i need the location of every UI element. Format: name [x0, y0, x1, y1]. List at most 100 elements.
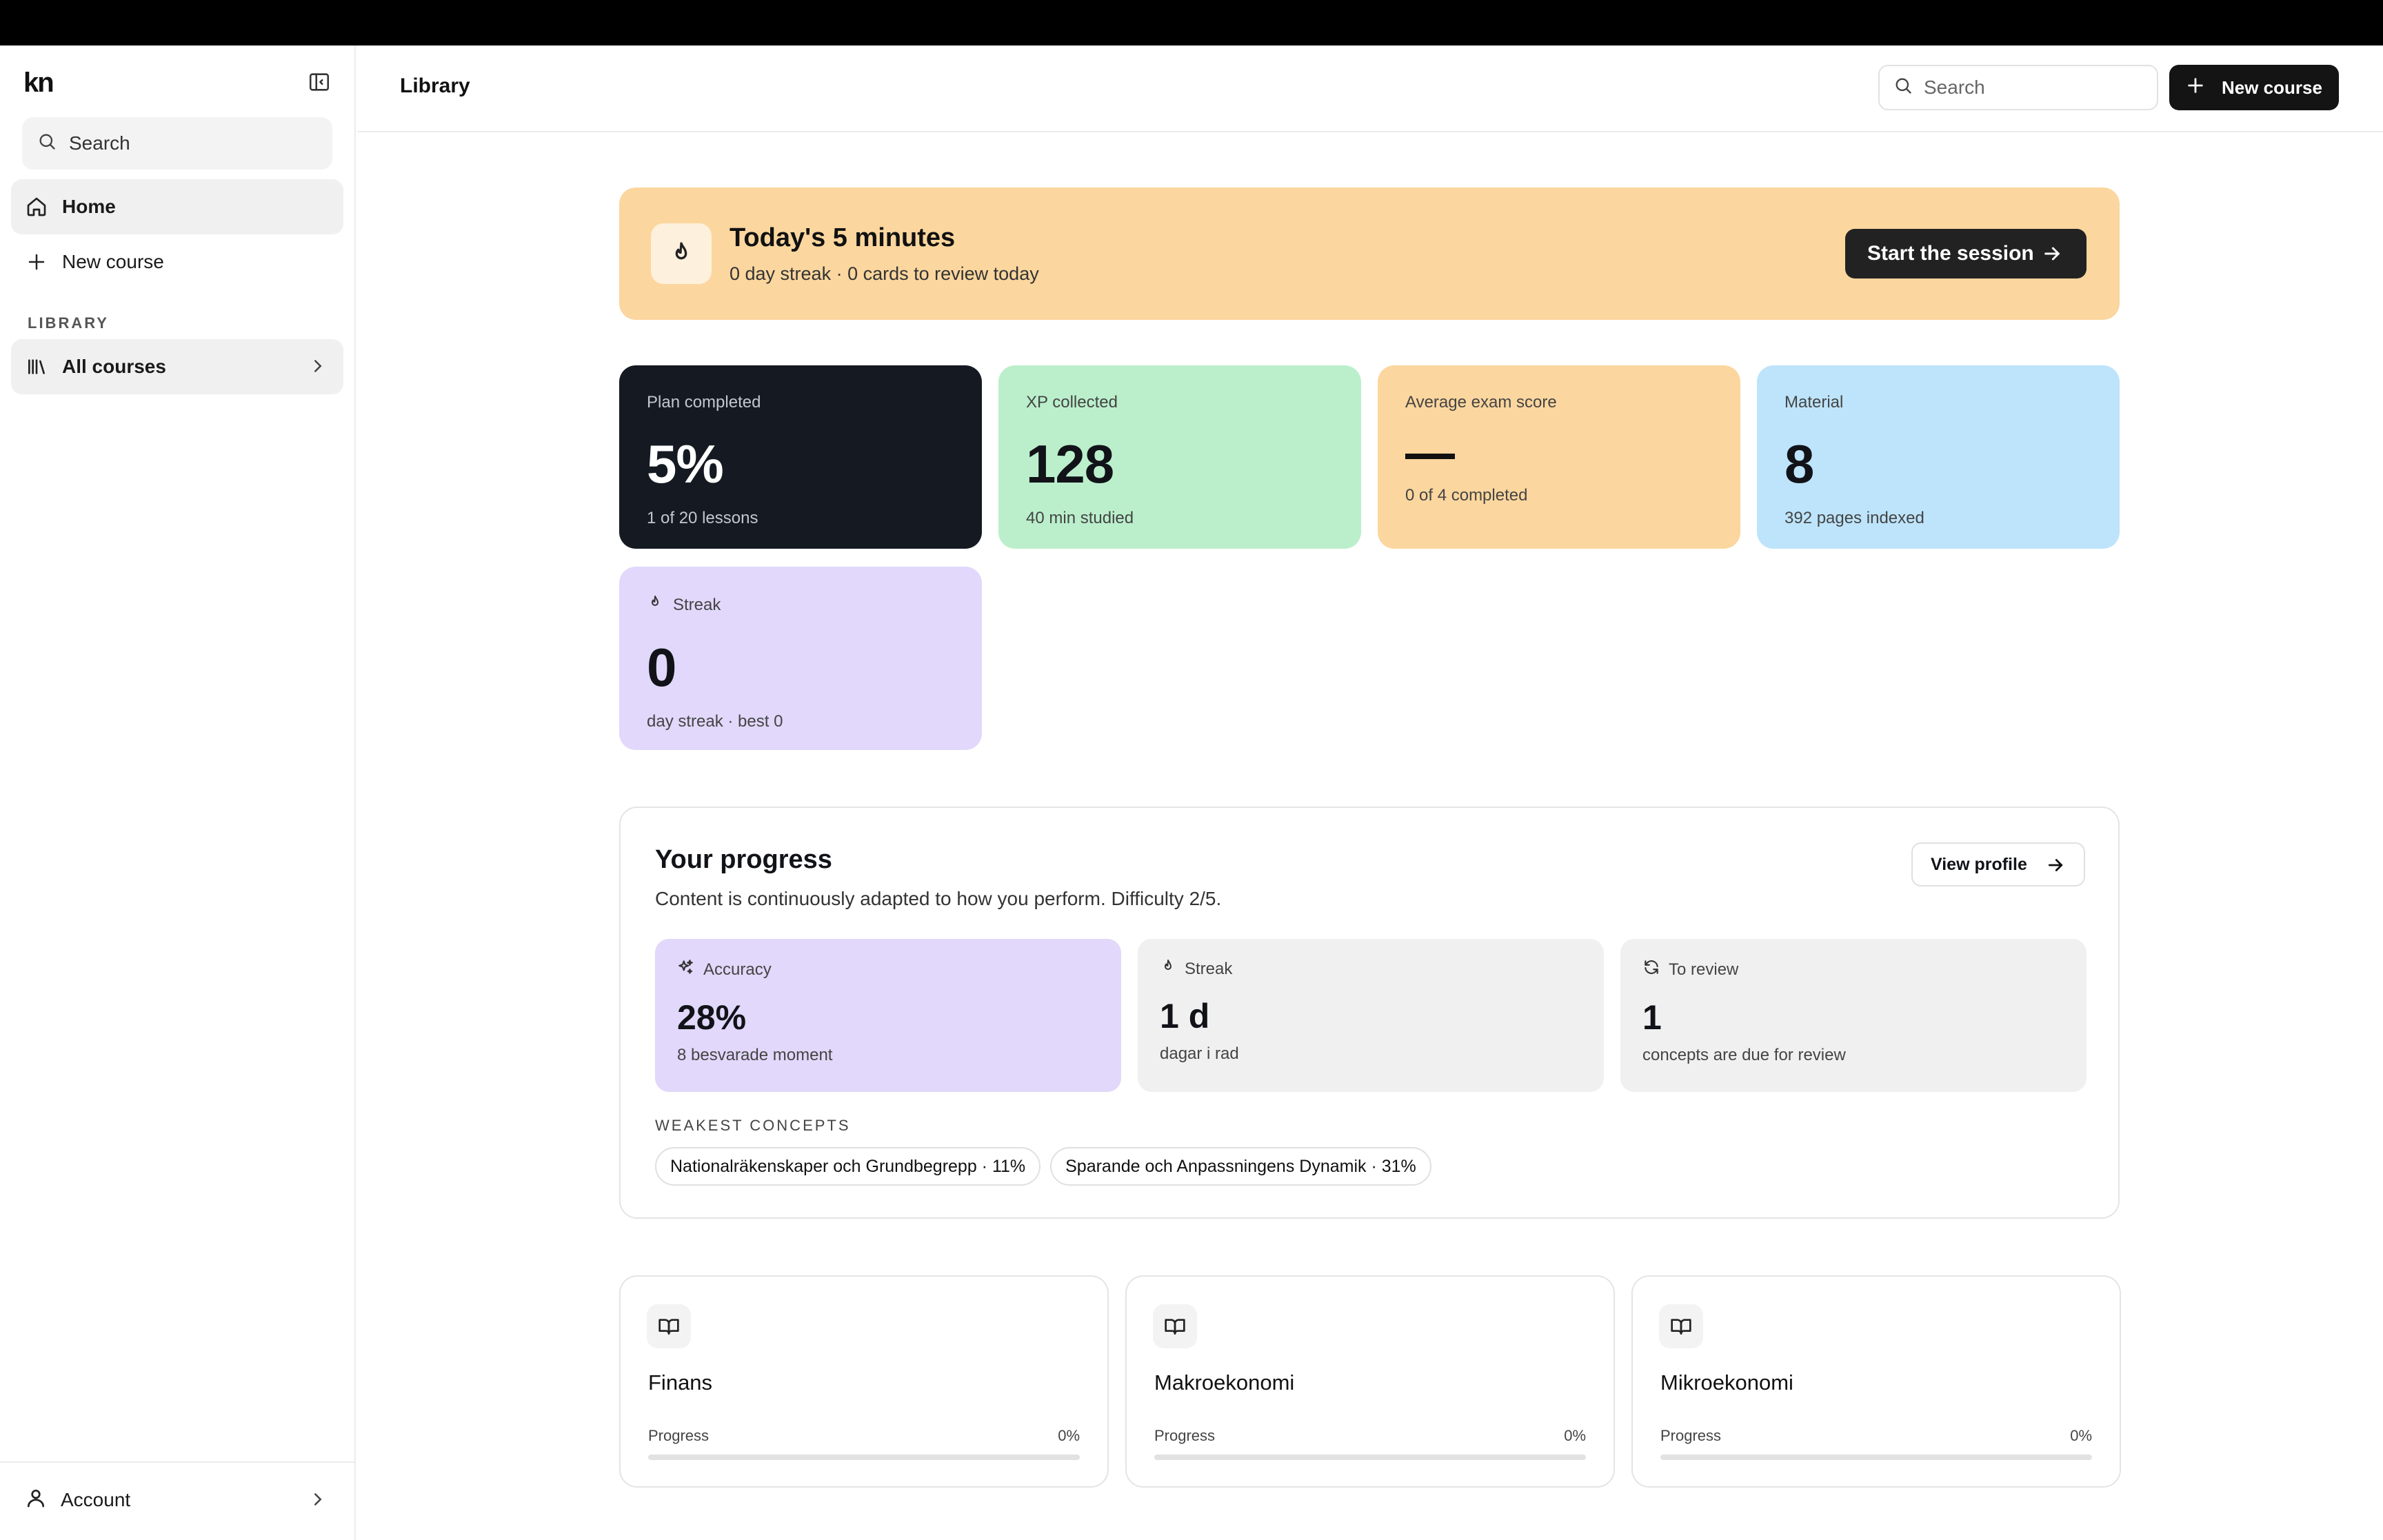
course-title: Finans	[648, 1370, 713, 1395]
window-top-bar	[0, 0, 2383, 45]
search-icon	[37, 132, 57, 156]
course-title: Makroekonomi	[1154, 1370, 1295, 1395]
sidebar-item-label: Home	[62, 196, 116, 217]
course-card[interactable]: Mikroekonomi Progress 0%	[1631, 1275, 2121, 1488]
progress-value: 0%	[2070, 1427, 2092, 1444]
book-open-icon	[1659, 1304, 1703, 1348]
flame-icon	[647, 594, 663, 616]
book-open-icon	[647, 1304, 691, 1348]
weakest-concepts-list: Nationalräkenskaper och Grundbegrepp · 1…	[655, 1147, 1431, 1186]
arrow-right-icon	[2045, 855, 2066, 880]
stat-label: Plan completed	[647, 393, 761, 412]
weakest-concepts-label: WEAKEST CONCEPTS	[655, 1117, 851, 1134]
progress-label: Progress	[1154, 1427, 1216, 1444]
sidebar-search-placeholder: Search	[69, 132, 130, 154]
sidebar-divider	[0, 1461, 354, 1463]
stat-sub: 1 of 20 lessons	[647, 509, 758, 527]
flame-icon	[1160, 958, 1176, 980]
start-session-label: Start the session	[1867, 242, 2034, 265]
plus-icon	[25, 250, 48, 274]
stat-label: Material	[1784, 393, 1844, 412]
mini-sub: dagar i rad	[1160, 1044, 1239, 1063]
start-session-button[interactable]: Start the session	[1845, 229, 2087, 278]
concept-chip[interactable]: Nationalräkenskaper och Grundbegrepp · 1…	[655, 1147, 1041, 1186]
view-profile-label: View profile	[1931, 854, 2027, 874]
arrow-right-icon	[2041, 243, 2063, 270]
app-logo[interactable]: kn	[23, 68, 54, 98]
average-exam-score-card[interactable]: Average exam score 0 of 4 completed	[1378, 365, 1740, 549]
view-profile-button[interactable]: View profile	[1911, 842, 2085, 886]
mini-value: 1 d	[1160, 997, 1210, 1035]
progress-value: 0%	[1564, 1427, 1586, 1444]
progress-title: Your progress	[655, 845, 832, 874]
refresh-icon	[1642, 958, 1660, 981]
progress-bar	[1660, 1455, 2092, 1460]
header-search-input[interactable]: Search	[1878, 65, 2158, 110]
your-progress-panel: Your progress Content is continuously ad…	[619, 807, 2120, 1219]
stat-sub: day streak · best 0	[647, 712, 783, 731]
account-label: Account	[61, 1489, 131, 1510]
xp-collected-card[interactable]: XP collected 128 40 min studied	[998, 365, 1361, 549]
user-icon	[25, 1487, 47, 1514]
daily-session-banner: Today's 5 minutes 0 day streak · 0 cards…	[619, 188, 2120, 320]
mini-value: 1	[1642, 998, 1662, 1037]
chevron-right-icon	[308, 356, 328, 381]
home-icon	[25, 195, 48, 219]
stat-label: XP collected	[1026, 393, 1118, 412]
sidebar: kn Search Home New course LIBRARY All co…	[0, 45, 356, 1540]
progress-bar	[648, 1455, 1080, 1460]
mini-value: 28%	[677, 998, 747, 1037]
sidebar-item-home[interactable]: Home	[11, 179, 343, 234]
banner-title: Today's 5 minutes	[730, 223, 956, 252]
stat-value: 8	[1784, 434, 1814, 494]
course-title: Mikroekonomi	[1660, 1370, 1793, 1395]
banner-subtitle: 0 day streak · 0 cards to review today	[730, 263, 1039, 284]
page-title: Library	[400, 74, 470, 97]
mini-label: To review	[1669, 960, 1739, 979]
library-section-label: LIBRARY	[28, 314, 109, 332]
plus-icon	[2186, 76, 2205, 100]
progress-subtitle: Content is continuously adapted to how y…	[655, 888, 1222, 909]
page-header: Library Search New course	[357, 45, 2383, 132]
sidebar-item-new-course[interactable]: New course	[11, 234, 343, 290]
sidebar-item-all-courses[interactable]: All courses	[11, 339, 343, 394]
course-card[interactable]: Makroekonomi Progress 0%	[1125, 1275, 1615, 1488]
progress-label: Progress	[648, 1427, 710, 1444]
book-open-icon	[1153, 1304, 1197, 1348]
stat-label: Average exam score	[1405, 393, 1557, 412]
new-course-label: New course	[2222, 77, 2322, 98]
sidebar-item-label: New course	[62, 251, 164, 272]
progress-bar	[1154, 1455, 1586, 1460]
plan-completed-card[interactable]: Plan completed 5% 1 of 20 lessons	[619, 365, 982, 549]
streak-card[interactable]: Streak 0 day streak · best 0	[619, 567, 982, 750]
stat-sub: 40 min studied	[1026, 509, 1134, 527]
stat-value: 128	[1026, 434, 1114, 494]
library-icon	[25, 355, 48, 378]
chevron-right-icon	[308, 1489, 328, 1514]
mini-sub: 8 besvarade moment	[677, 1046, 833, 1064]
stat-value: 5%	[647, 434, 724, 494]
new-course-button[interactable]: New course	[2169, 65, 2339, 110]
material-card[interactable]: Material 8 392 pages indexed	[1757, 365, 2120, 549]
accuracy-card: Accuracy 28% 8 besvarade moment	[655, 939, 1121, 1092]
mini-sub: concepts are due for review	[1642, 1046, 1846, 1064]
sparkles-icon	[677, 958, 695, 981]
streak-mini-card: Streak 1 d dagar i rad	[1138, 939, 1604, 1092]
course-card[interactable]: Finans Progress 0%	[619, 1275, 1109, 1488]
stat-sub: 392 pages indexed	[1784, 509, 1924, 527]
search-icon	[1893, 76, 1913, 100]
progress-value: 0%	[1058, 1427, 1080, 1444]
mini-label: Accuracy	[703, 960, 772, 979]
flame-icon	[651, 223, 712, 284]
sidebar-collapse-icon[interactable]	[308, 70, 331, 94]
progress-label: Progress	[1660, 1427, 1722, 1444]
empty-value-dash	[1405, 412, 1713, 463]
sidebar-search-input[interactable]: Search	[22, 117, 332, 170]
account-button[interactable]: Account	[11, 1472, 343, 1528]
stat-label-row: Streak	[647, 594, 954, 616]
header-search-placeholder: Search	[1924, 77, 1985, 98]
mini-label: Streak	[1185, 959, 1233, 978]
stat-value: 0	[647, 637, 676, 698]
concept-chip[interactable]: Sparande och Anpassningens Dynamik · 31%	[1050, 1147, 1431, 1186]
stat-label: Streak	[673, 595, 721, 614]
